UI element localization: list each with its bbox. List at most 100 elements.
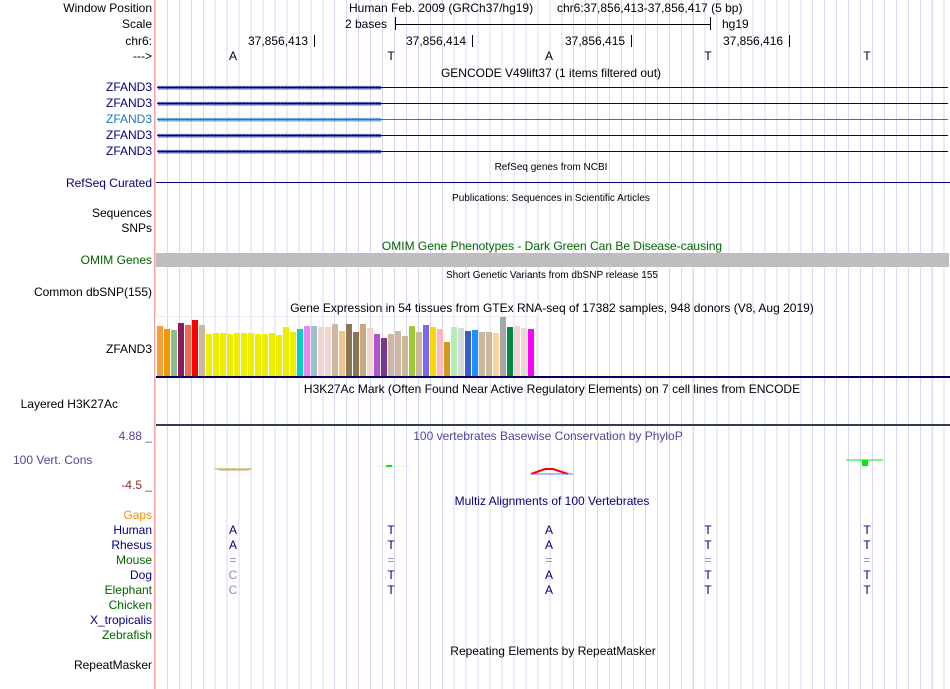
- gtex-tissue-bar[interactable]: [479, 332, 485, 377]
- publications-title: Publications: Sequences in Scientific Ar…: [452, 193, 650, 204]
- gtex-tissue-bar[interactable]: [409, 326, 415, 377]
- gtex-tissue-bar[interactable]: [171, 330, 177, 377]
- gtex-tissue-bar[interactable]: [367, 328, 373, 377]
- gencode-gene-label[interactable]: ZFAND3: [105, 80, 152, 94]
- coord-label: 37,856,413: [248, 34, 309, 48]
- coord-label: 37,856,416: [723, 34, 784, 48]
- multiz-species-label[interactable]: Rhesus: [111, 538, 152, 552]
- gencode-gene-label[interactable]: ZFAND3: [105, 144, 152, 158]
- refseq-label[interactable]: RefSeq Curated: [65, 176, 152, 190]
- gencode-gene-track[interactable]: ››››››››››››››››››››››››››››››››››››››››…: [157, 130, 948, 140]
- multiz-species-label[interactable]: Chicken: [108, 598, 152, 612]
- gtex-tissue-bar[interactable]: [255, 334, 261, 377]
- gtex-tissue-bar[interactable]: [157, 326, 163, 377]
- gtex-tissue-bar[interactable]: [178, 323, 184, 377]
- gtex-tissue-bar[interactable]: [220, 333, 226, 377]
- gtex-tissue-bar[interactable]: [437, 329, 443, 377]
- gtex-tissue-bar[interactable]: [192, 320, 198, 377]
- cons-max: 4.88 _: [118, 429, 152, 443]
- gtex-tissue-bar[interactable]: [444, 342, 450, 377]
- gtex-tissue-bar[interactable]: [416, 332, 422, 377]
- gtex-tissue-bar[interactable]: [493, 333, 499, 377]
- gencode-gene-label[interactable]: ZFAND3: [105, 112, 152, 126]
- multiz-base: A: [544, 523, 554, 537]
- gtex-tissue-bar[interactable]: [199, 325, 205, 377]
- gtex-tissue-bar[interactable]: [472, 330, 478, 377]
- gtex-tissue-bar[interactable]: [374, 334, 380, 377]
- ref-base: A: [228, 49, 238, 63]
- gtex-tissue-bar[interactable]: [241, 333, 247, 377]
- repeatmasker-label[interactable]: RepeatMasker: [73, 658, 152, 672]
- gtex-tissue-bar[interactable]: [500, 317, 506, 377]
- gtex-tissue-bar[interactable]: [339, 331, 345, 377]
- label-strand: --->: [133, 49, 152, 63]
- gtex-tissue-bar[interactable]: [185, 325, 191, 377]
- multiz-species-label[interactable]: Gaps: [123, 508, 152, 522]
- gtex-tissue-bar[interactable]: [206, 334, 212, 377]
- gtex-tissue-bar[interactable]: [297, 329, 303, 377]
- gtex-tissue-bar[interactable]: [395, 331, 401, 377]
- gtex-tissue-bar[interactable]: [318, 327, 324, 377]
- gencode-gene-label[interactable]: ZFAND3: [105, 128, 152, 142]
- gencode-gene-track[interactable]: ››››››››››››››››››››››››››››››››››››››››…: [157, 82, 948, 92]
- gtex-tissue-bar[interactable]: [353, 332, 359, 377]
- gtex-tissue-bar[interactable]: [451, 327, 457, 377]
- multiz-species-label[interactable]: Zebrafish: [101, 628, 152, 642]
- gtex-tissue-bar[interactable]: [360, 324, 366, 377]
- cons-min: -4.5 _: [121, 478, 152, 492]
- sequences-label[interactable]: Sequences: [91, 206, 152, 220]
- snps-label[interactable]: SNPs: [121, 221, 152, 235]
- gtex-tissue-bar[interactable]: [276, 335, 282, 377]
- gtex-tissue-bar[interactable]: [283, 327, 289, 377]
- multiz-base: T: [387, 583, 395, 597]
- gtex-tissue-bar[interactable]: [423, 325, 429, 377]
- multiz-species-label[interactable]: X_tropicalis: [89, 613, 152, 627]
- gtex-tissue-bar[interactable]: [227, 334, 233, 377]
- scale-bar-left: [395, 17, 396, 30]
- gtex-tissue-bar[interactable]: [430, 327, 436, 377]
- cons-plot[interactable]: [155, 440, 950, 480]
- gtex-tissue-bar[interactable]: [164, 329, 170, 377]
- multiz-species-label[interactable]: Dog: [129, 568, 152, 582]
- gtex-tissue-bar[interactable]: [248, 333, 254, 377]
- gtex-baseline: [156, 376, 950, 378]
- gtex-tissue-bar[interactable]: [304, 326, 310, 377]
- gencode-gene-track[interactable]: ››››››››››››››››››››››››››››››››››››››››…: [157, 114, 948, 124]
- multiz-species-label[interactable]: Elephant: [104, 583, 152, 597]
- gtex-tissue-bar[interactable]: [402, 336, 408, 377]
- multiz-base: =: [545, 553, 553, 567]
- gtex-tissue-bar[interactable]: [213, 333, 219, 377]
- gtex-tissue-bar[interactable]: [234, 333, 240, 377]
- gtex-tissue-bar[interactable]: [388, 334, 394, 377]
- omim-label[interactable]: OMIM Genes: [80, 253, 152, 267]
- gtex-tissue-bar[interactable]: [290, 332, 296, 377]
- gtex-tissue-bar[interactable]: [486, 332, 492, 377]
- gtex-label[interactable]: ZFAND3: [105, 342, 152, 356]
- gtex-tissue-bar[interactable]: [311, 326, 317, 377]
- gencode-gene-track[interactable]: ››››››››››››››››››››››››››››››››››››››››…: [157, 98, 948, 108]
- gtex-tissue-bar[interactable]: [458, 328, 464, 377]
- gtex-tissue-bar[interactable]: [332, 324, 338, 377]
- gtex-tissue-bar[interactable]: [465, 331, 471, 377]
- gencode-gene-label[interactable]: ZFAND3: [105, 96, 152, 110]
- gencode-gene-track[interactable]: ››››››››››››››››››››››››››››››››››››››››…: [157, 146, 948, 156]
- gtex-tissue-bar[interactable]: [507, 327, 513, 377]
- gtex-tissue-bar[interactable]: [325, 327, 331, 377]
- gtex-bar-chart[interactable]: [155, 316, 537, 377]
- gtex-tissue-bar[interactable]: [381, 338, 387, 377]
- h3k27ac-label[interactable]: Layered H3K27Ac: [20, 397, 118, 411]
- omim-gene-bar[interactable]: [156, 253, 949, 267]
- gtex-tissue-bar[interactable]: [346, 324, 352, 377]
- refseq-gene-line[interactable]: [156, 182, 950, 183]
- cons-label[interactable]: 100 Vert. Cons: [13, 453, 93, 467]
- gtex-tissue-bar[interactable]: [514, 326, 520, 377]
- dbsnp-label[interactable]: Common dbSNP(155): [33, 285, 152, 299]
- multiz-base: =: [229, 553, 237, 567]
- gtex-tissue-bar[interactable]: [269, 333, 275, 377]
- gencode-title: GENCODE V49lift37 (1 items filtered out): [440, 66, 662, 80]
- gtex-tissue-bar[interactable]: [262, 334, 268, 377]
- multiz-species-label[interactable]: Mouse: [115, 553, 152, 567]
- gtex-tissue-bar[interactable]: [521, 328, 527, 377]
- gtex-tissue-bar[interactable]: [528, 329, 534, 377]
- multiz-species-label[interactable]: Human: [113, 523, 152, 537]
